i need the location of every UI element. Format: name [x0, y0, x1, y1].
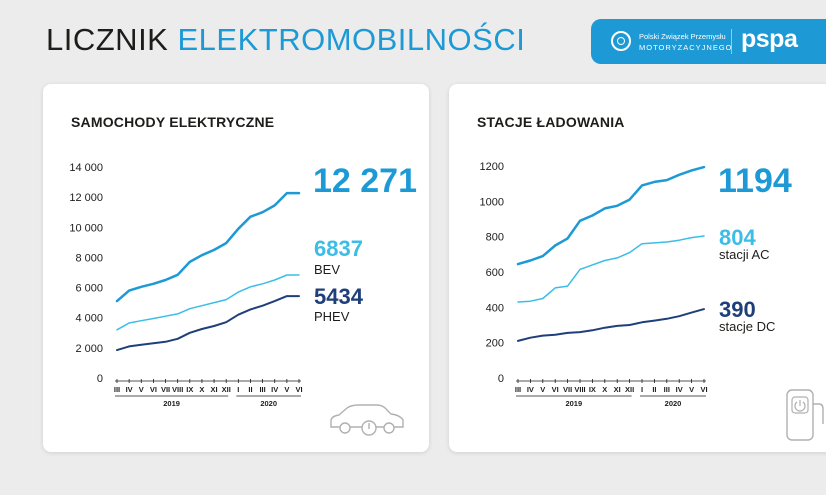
- phev-value: 5434: [314, 284, 363, 309]
- y-tick-label: 6 000: [75, 283, 103, 295]
- chart-electric-cars: 0 2 000 4 000 6 000 8 000 10 000 12 000 14 000 I…: [69, 162, 302, 408]
- year-label: 2019: [163, 399, 180, 408]
- org-name-line1: Polski Związek Przemysłu: [639, 32, 726, 41]
- card-charging-stations: STACJE ŁADOWANIA 0 200 400 600 800 1000 1200 II…: [449, 84, 826, 452]
- series-line-total: [115, 191, 301, 303]
- y-tick-label: 800: [486, 232, 504, 244]
- x-tick-label: IV: [676, 385, 683, 394]
- x-tick-label: VIII: [172, 385, 183, 394]
- pzpm-logo-icon: [611, 31, 631, 51]
- page-title: LICZNIK ELEKTROMOBILNOŚCI: [46, 22, 525, 58]
- x-tick-label: IX: [186, 385, 193, 394]
- total-value: 1194: [718, 162, 792, 200]
- brand-banner: Polski Związek Przemysłu MOTORYZACYJNEGO…: [591, 19, 826, 64]
- brand-divider: [731, 29, 732, 54]
- pspa-logo: pspa: [741, 25, 798, 53]
- x-tick-label: II: [652, 385, 656, 394]
- x-tick-label: III: [515, 385, 521, 394]
- x-tick-label: XII: [222, 385, 231, 394]
- series-line-phev: [116, 295, 300, 352]
- x-tick-label: VIII: [574, 385, 585, 394]
- year-label: 2020: [665, 399, 682, 408]
- x-tick-label: X: [602, 385, 607, 394]
- card-title: STACJE ŁADOWANIA: [477, 114, 625, 130]
- ac-label: stacji AC: [719, 247, 770, 262]
- x-tick-label: XI: [614, 385, 621, 394]
- card-title: SAMOCHODY ELEKTRYCZNE: [71, 114, 275, 130]
- x-tick-label: IX: [589, 385, 596, 394]
- x-tick-label: VI: [295, 385, 302, 394]
- car-charging-icon: [330, 404, 404, 436]
- ac-value: 804: [719, 225, 756, 250]
- total-value: 12 271: [313, 162, 417, 200]
- x-tick-label: IV: [126, 385, 133, 394]
- y-tick-label: 400: [486, 302, 504, 314]
- x-tick-label: VI: [700, 385, 707, 394]
- y-tick-label: 8 000: [75, 252, 103, 264]
- series-line-total: [516, 165, 706, 266]
- y-tick-label: 1000: [480, 196, 504, 208]
- x-tick-label: III: [259, 385, 265, 394]
- y-tick-label: 1200: [480, 161, 504, 173]
- year-label: 2019: [565, 399, 582, 408]
- year-label: 2020: [260, 399, 277, 408]
- x-tick-label: V: [139, 385, 144, 394]
- x-tick-label: I: [641, 385, 643, 394]
- dc-label: stacje DC: [719, 319, 776, 334]
- page-title-part1: LICZNIK: [46, 22, 169, 57]
- y-tick-label: 4 000: [75, 313, 103, 325]
- x-tick-label: IV: [271, 385, 278, 394]
- dc-value: 390: [719, 297, 756, 322]
- x-tick-label: III: [664, 385, 670, 394]
- x-tick-label: III: [114, 385, 120, 394]
- x-tick-label: VII: [563, 385, 572, 394]
- y-tick-label: 0: [498, 373, 504, 385]
- page-title-part2: ELEKTROMOBILNOŚCI: [177, 22, 526, 57]
- x-tick-label: V: [284, 385, 289, 394]
- bev-label: BEV: [314, 262, 341, 277]
- x-tick-label: X: [199, 385, 204, 394]
- y-tick-label: 2 000: [75, 343, 103, 355]
- series-line-dc: [517, 308, 705, 342]
- phev-label: PHEV: [314, 309, 350, 324]
- x-tick-label: VI: [150, 385, 157, 394]
- y-tick-label: 0: [97, 373, 103, 385]
- y-tick-label: 12 000: [69, 192, 103, 204]
- series-line-bev: [116, 274, 300, 331]
- x-tick-label: IV: [527, 385, 534, 394]
- bev-value: 6837: [314, 236, 363, 261]
- x-tick-label: XI: [211, 385, 218, 394]
- y-tick-label: 14 000: [69, 162, 103, 174]
- y-tick-label: 200: [486, 338, 504, 350]
- card-electric-cars: SAMOCHODY ELEKTRYCZNE 0 2 000 4 000 6 000 8 …: [43, 84, 429, 452]
- x-tick-label: V: [540, 385, 545, 394]
- x-tick-label: II: [248, 385, 252, 394]
- x-tick-label: I: [237, 385, 239, 394]
- x-tick-label: V: [689, 385, 694, 394]
- y-tick-label: 600: [486, 267, 504, 279]
- x-tick-label: XII: [625, 385, 634, 394]
- org-name-line2: MOTORYZACYJNEGO: [639, 43, 733, 52]
- y-tick-label: 10 000: [69, 222, 103, 234]
- x-tick-label: VII: [161, 385, 170, 394]
- series-line-ac: [517, 235, 705, 303]
- x-tick-label: VI: [552, 385, 559, 394]
- charging-station-icon: [786, 389, 824, 441]
